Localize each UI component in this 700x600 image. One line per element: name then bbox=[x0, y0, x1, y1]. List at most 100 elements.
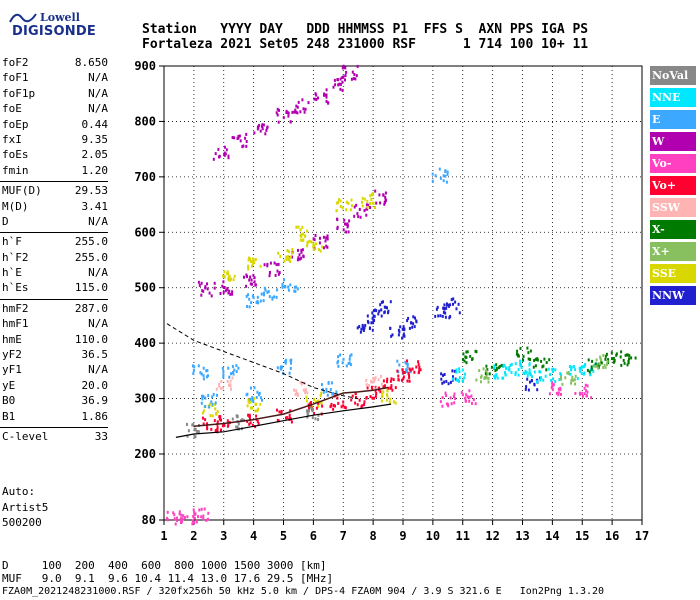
data-point-vominus bbox=[586, 384, 589, 388]
data-point-w bbox=[374, 189, 377, 193]
data-point-voplus bbox=[342, 404, 345, 408]
data-point-vominus bbox=[460, 391, 463, 395]
data-point-sse bbox=[291, 251, 293, 255]
data-point-voplus bbox=[374, 389, 377, 393]
param-key: foEp bbox=[2, 117, 29, 131]
data-point-e bbox=[348, 361, 351, 365]
data-point-e bbox=[258, 393, 260, 397]
data-point-e bbox=[228, 375, 231, 379]
data-point-w bbox=[212, 157, 215, 161]
data-point-w bbox=[325, 88, 328, 92]
data-point-voplus bbox=[408, 367, 411, 371]
data-point-voplus bbox=[334, 404, 336, 408]
data-point-vominus bbox=[583, 392, 586, 396]
param-row: foEs 2.05 bbox=[0, 148, 112, 163]
data-point-ssw bbox=[305, 388, 307, 392]
data-point-xminus bbox=[591, 359, 594, 363]
data-point-nne bbox=[522, 371, 525, 375]
x-tick-label: 2 bbox=[190, 529, 197, 543]
data-point-ssw bbox=[215, 387, 218, 391]
data-point-w bbox=[218, 154, 221, 158]
data-point-w bbox=[341, 80, 344, 84]
data-point-xminus bbox=[542, 364, 545, 368]
data-point-xminus bbox=[543, 357, 546, 361]
data-point-xminus bbox=[540, 359, 543, 363]
data-point-nne bbox=[510, 371, 513, 374]
data-point-nne bbox=[542, 378, 545, 382]
data-point-noval bbox=[193, 427, 196, 431]
data-point-w bbox=[241, 145, 244, 149]
data-point-e bbox=[444, 174, 447, 178]
data-point-vominus bbox=[551, 384, 554, 388]
data-point-sse bbox=[259, 264, 262, 268]
data-point-vominus bbox=[560, 392, 562, 396]
data-point-nnw bbox=[399, 325, 402, 329]
legend-item-w: W bbox=[650, 132, 696, 151]
data-point-sse bbox=[371, 193, 374, 197]
param-value: 3.41 bbox=[81, 199, 109, 213]
data-point-nnw bbox=[439, 314, 442, 318]
data-point-vominus bbox=[176, 519, 179, 522]
data-point-sse bbox=[252, 258, 255, 262]
data-point-xminus bbox=[463, 359, 466, 363]
data-point-e bbox=[214, 401, 217, 405]
data-point-nnw bbox=[413, 325, 416, 329]
data-point-sse bbox=[392, 400, 395, 404]
data-point-nnw bbox=[366, 314, 369, 318]
data-point-e bbox=[288, 371, 291, 375]
data-point-voplus bbox=[315, 406, 318, 410]
data-point-nnw bbox=[389, 300, 392, 304]
data-point-sse bbox=[227, 275, 230, 279]
data-point-vominus bbox=[461, 393, 464, 397]
auto-code: 500200 bbox=[2, 516, 42, 529]
data-point-nne bbox=[504, 371, 506, 375]
data-point-nne bbox=[505, 367, 508, 370]
data-point-sse bbox=[380, 399, 383, 403]
data-point-nnw bbox=[379, 303, 382, 307]
data-point-w bbox=[266, 262, 269, 266]
data-point-sse bbox=[305, 399, 308, 403]
data-point-w bbox=[334, 83, 337, 87]
data-point-xminus bbox=[620, 350, 623, 354]
data-point-voplus bbox=[391, 388, 394, 392]
param-key: yE bbox=[2, 378, 16, 392]
data-point-xplus bbox=[483, 376, 486, 380]
data-point-w bbox=[295, 104, 298, 108]
data-point-nnw bbox=[443, 380, 446, 384]
data-point-e bbox=[202, 374, 205, 378]
data-point-sse bbox=[380, 395, 383, 398]
data-point-xplus bbox=[570, 381, 573, 385]
data-point-e bbox=[222, 375, 225, 379]
data-point-ssw bbox=[229, 384, 232, 388]
param-value: 1.20 bbox=[81, 163, 109, 177]
data-point-voplus bbox=[417, 363, 420, 367]
data-point-sse bbox=[285, 257, 288, 261]
legend-item-voplus: Vo+ bbox=[650, 176, 696, 195]
data-point-e bbox=[321, 388, 324, 391]
param-value: N/A bbox=[88, 86, 108, 100]
data-point-xminus bbox=[498, 365, 501, 369]
data-point-sse bbox=[222, 274, 225, 278]
data-point-vominus bbox=[207, 517, 209, 521]
data-point-xminus bbox=[630, 356, 633, 360]
data-point-nnw bbox=[391, 333, 394, 337]
data-point-vominus bbox=[193, 516, 196, 520]
data-point-voplus bbox=[366, 386, 369, 390]
data-point-e bbox=[341, 361, 344, 365]
data-point-nnw bbox=[442, 310, 445, 314]
data-point-nne bbox=[551, 370, 554, 374]
data-point-nne bbox=[582, 365, 585, 369]
data-point-e bbox=[293, 289, 296, 293]
data-point-e bbox=[348, 357, 351, 361]
data-point-vominus bbox=[551, 388, 554, 392]
data-point-e bbox=[193, 365, 196, 369]
data-point-xminus bbox=[545, 368, 548, 372]
y-tick-label: 200 bbox=[134, 447, 156, 461]
data-point-xminus bbox=[529, 349, 532, 353]
data-point-vominus bbox=[470, 394, 473, 398]
data-point-nne bbox=[458, 376, 461, 380]
data-point-ssw bbox=[370, 379, 372, 383]
data-point-xminus bbox=[634, 356, 637, 360]
data-point-voplus bbox=[374, 394, 377, 398]
data-point-w bbox=[231, 136, 234, 139]
